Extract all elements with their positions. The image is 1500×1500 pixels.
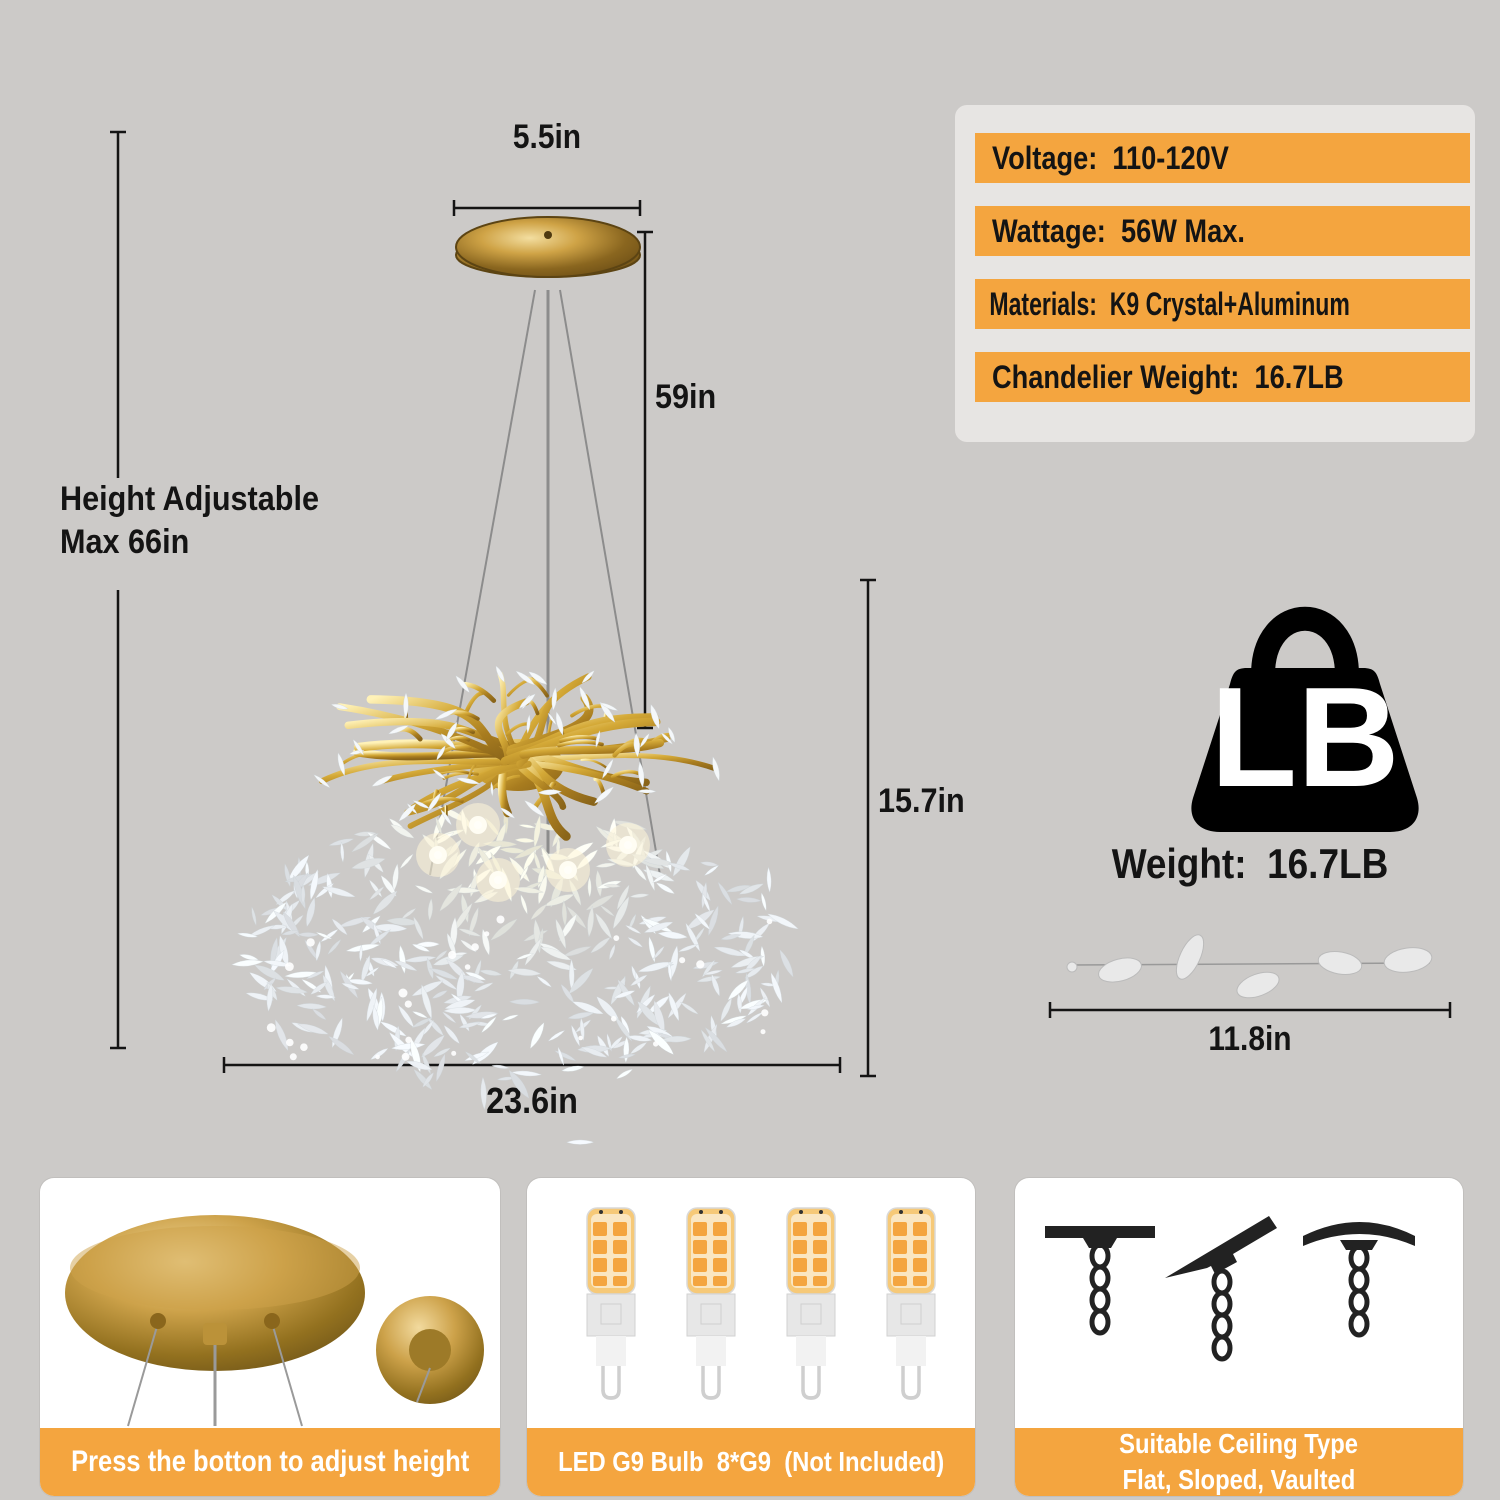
svg-text:LB: LB <box>1210 658 1399 817</box>
